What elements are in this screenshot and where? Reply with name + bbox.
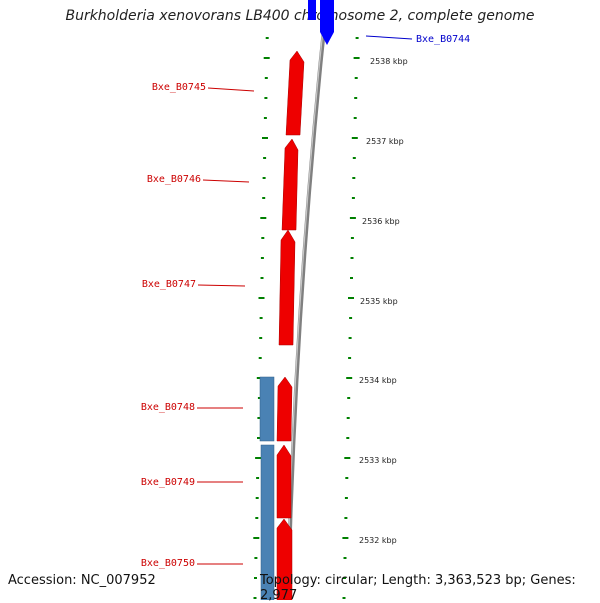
gene-label-bxe-b0748[interactable]: Bxe_B0748 [141,402,195,413]
gene-feature-bxe-b0746[interactable] [281,138,299,231]
gene-arrow-bxe-b0746[interactable] [281,138,299,231]
gene-arrow-bxe-b0750[interactable] [276,518,293,600]
gene-arrow-bxe-b0744-part[interactable] [308,0,316,20]
map-title: Burkholderia xenovorans LB400 chromosome… [65,8,535,24]
outer-tick-track [342,37,360,599]
gene-feature-bxe-b0750[interactable] [276,518,293,600]
gene-label-bxe-b0750[interactable]: Bxe_B0750 [141,558,195,569]
gene-feature-bxe-b0744[interactable] [308,0,334,45]
ruler-label-2534: 2534 kbp [359,376,397,385]
gene-feature-bxe-b0748[interactable] [259,376,293,442]
label-line-bxe-b0746 [202,179,250,183]
inner-tick-track [253,37,270,599]
gene-feature-bxe-b0749[interactable] [260,444,292,600]
gene-arrow-bxe-b0744[interactable] [320,0,334,45]
gene-label-bxe-b0747[interactable]: Bxe_B0747 [142,279,196,290]
gene-label-bxe-b0746[interactable]: Bxe_B0746 [147,174,201,185]
gene-label-bxe-b0744[interactable]: Bxe_B0744 [416,34,470,45]
label-line-bxe-b0747 [197,284,246,287]
gene-arrow-bxe-b0747[interactable] [278,229,296,346]
ruler-label-2536: 2536 kbp [362,217,400,226]
gene-feature-bxe-b0745[interactable] [285,50,305,136]
accession-text: Accession: NC_007952 [8,573,156,588]
ruler-label-2535: 2535 kbp [360,297,398,306]
ruler-label-2538: 2538 kbp [370,57,408,66]
gene-label-bxe-b0749[interactable]: Bxe_B0749 [141,477,195,488]
ruler-label-2532: 2532 kbp [359,536,397,545]
gene-block-steel-2[interactable] [260,444,275,600]
label-line-bxe-b0744 [365,35,413,40]
gene-arrow-bxe-b0749[interactable] [276,444,292,519]
label-line-bxe-b0745 [207,87,255,92]
gene-arrow-bxe-b0748[interactable] [276,376,293,442]
gene-block-steel-1[interactable] [259,376,275,442]
genome-summary-text: Topology: circular; Length: 3,363,523 bp… [260,573,576,603]
gene-feature-bxe-b0747[interactable] [278,229,296,346]
gene-label-bxe-b0745[interactable]: Bxe_B0745 [152,82,206,93]
gene-arrow-bxe-b0745[interactable] [285,50,305,136]
ruler-label-2533: 2533 kbp [359,456,397,465]
ruler-label-2537: 2537 kbp [366,137,404,146]
